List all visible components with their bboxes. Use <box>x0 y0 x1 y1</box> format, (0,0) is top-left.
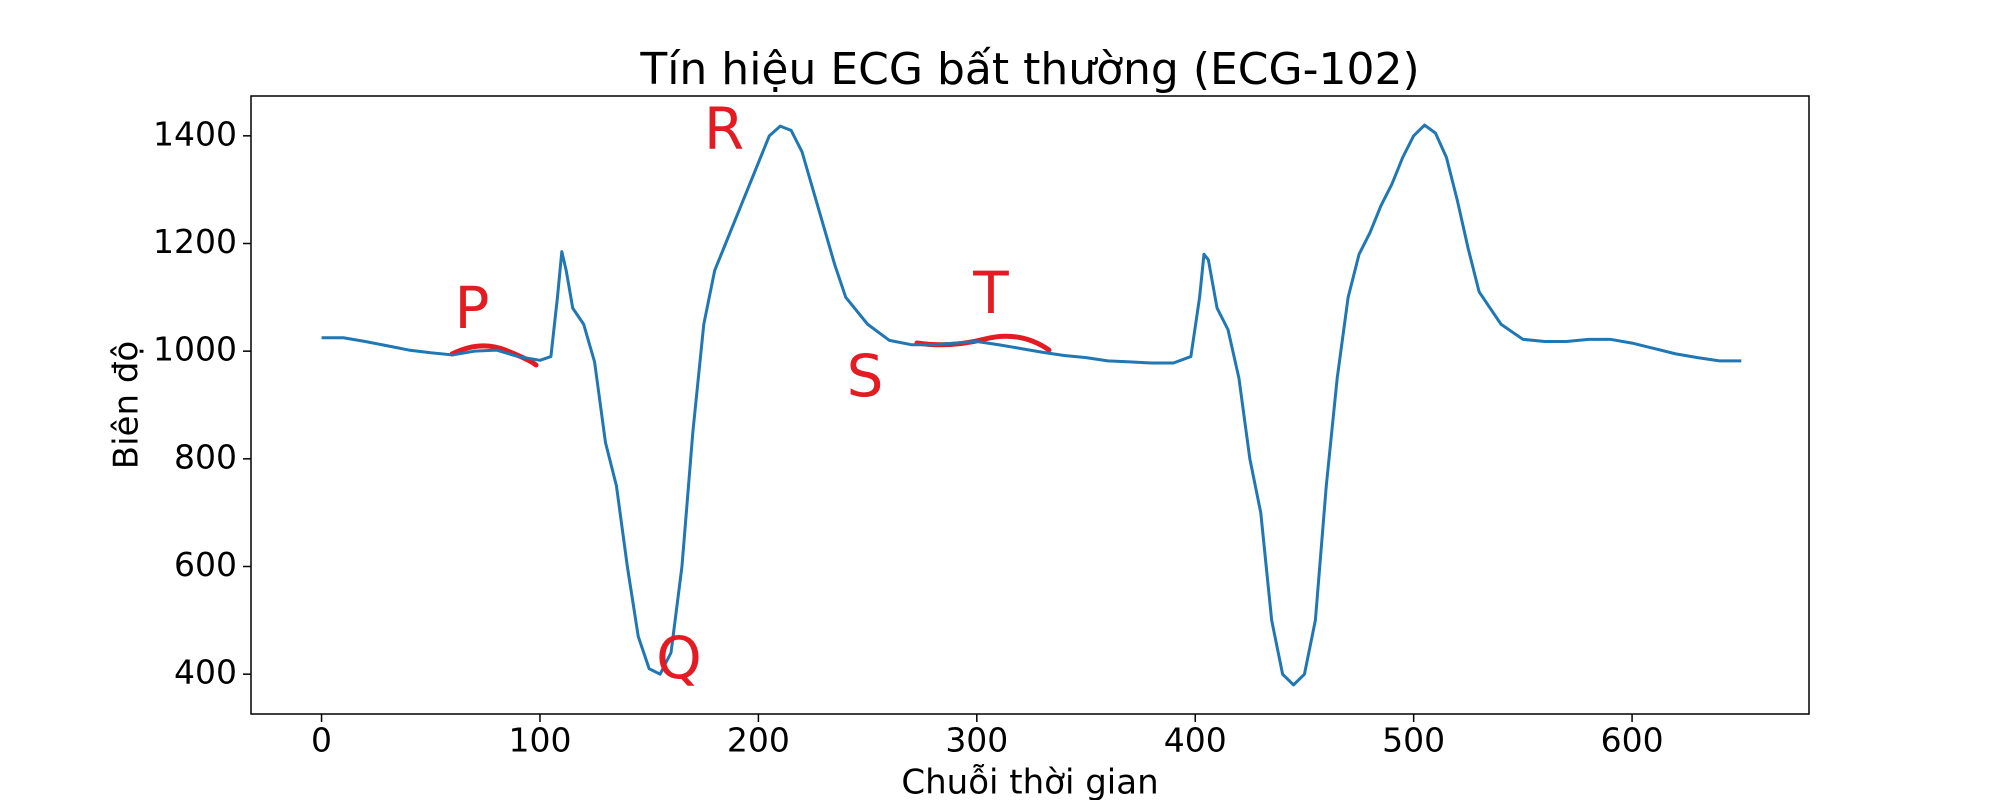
chart-title: Tín hiệu ECG bất thường (ECG-102) <box>639 44 1419 95</box>
x-tick-label: 400 <box>1164 721 1227 760</box>
annotation: R <box>704 95 744 163</box>
annotation: T <box>972 259 1009 327</box>
y-tick-label: 1000 <box>153 330 237 369</box>
y-tick-label: 400 <box>174 653 237 692</box>
x-tick-label: 500 <box>1382 721 1445 760</box>
annotation: Q <box>656 624 702 692</box>
x-tick-label: 100 <box>508 721 571 760</box>
x-tick-label: 0 <box>311 721 332 760</box>
x-tick-label: 200 <box>727 721 790 760</box>
y-tick-label: 1400 <box>153 114 237 153</box>
y-tick-label: 1200 <box>153 222 237 261</box>
y-tick-label: 600 <box>174 545 237 584</box>
annotation: P <box>455 274 490 342</box>
y-axis-label: Biên độ <box>107 341 147 469</box>
plot-frame <box>250 95 1810 715</box>
y-tick-label: 800 <box>174 437 237 476</box>
x-tick-label: 300 <box>945 721 1008 760</box>
line-series <box>321 123 1742 687</box>
annotation: S <box>847 342 884 410</box>
x-tick-label: 600 <box>1601 721 1664 760</box>
annotation-stroke <box>449 343 539 368</box>
x-axis-label: Chuỗi thời gian <box>901 763 1158 800</box>
